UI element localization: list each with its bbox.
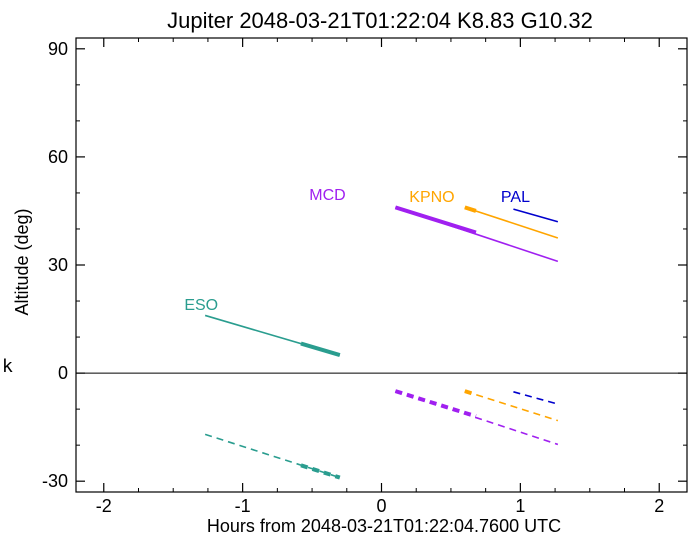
y-tick-label: 90 (48, 39, 68, 59)
pal-series-label: PAL (501, 189, 530, 206)
y-tick-label: 30 (48, 255, 68, 275)
x-tick-label: -1 (235, 496, 251, 516)
kpno-altitude-thick-segment (464, 205, 477, 213)
kpno-dashed-line (464, 390, 559, 422)
mcd-dashed-thick-segment (394, 389, 477, 419)
chart-title: Jupiter 2048-03-21T01:22:04 K8.83 G10.32 (167, 8, 593, 33)
eso-dashed-thick-segment (300, 463, 341, 480)
kpno-dashed-thick-segment (464, 389, 477, 397)
y-axis-ticks: -30 0 30 60 90 (42, 39, 687, 491)
y-axis-label: Altitude (deg) (12, 208, 32, 315)
eso-altitude-thick-segment (300, 341, 341, 357)
eso-dashed-line (204, 433, 341, 479)
x-tick-label: -2 (96, 496, 112, 516)
plot-border (75, 37, 688, 493)
pal-dashed-line (513, 391, 559, 405)
x-axis-ticks: -2 -1 0 1 2 (96, 38, 664, 516)
plot-frame (75, 37, 688, 493)
eso-series-label: ESO (184, 297, 218, 314)
x-tick-label: 1 (515, 496, 525, 516)
pal-altitude-line (513, 208, 559, 223)
kpno-altitude-line (464, 206, 559, 239)
series-group: ESO MCD KPNO PAL (184, 187, 559, 480)
kpno-series-label: KPNO (409, 189, 454, 206)
side-mark-k: k (2, 356, 13, 377)
mcd-altitude-thick-segment (394, 205, 477, 235)
mcd-series-label: MCD (309, 187, 345, 204)
y-tick-label: 60 (48, 147, 68, 167)
y-tick-label: -30 (42, 471, 68, 491)
x-tick-label: 0 (376, 496, 386, 516)
x-tick-label: 2 (654, 496, 664, 516)
y-tick-label: 0 (58, 363, 68, 383)
x-axis-label: Hours from 2048-03-21T01:22:04.7600 UTC (207, 516, 561, 536)
